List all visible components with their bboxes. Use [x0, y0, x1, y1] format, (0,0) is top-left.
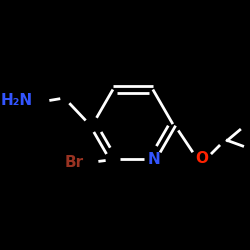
Text: H₂N: H₂N	[1, 93, 33, 108]
Text: O: O	[196, 151, 208, 166]
Text: Br: Br	[65, 155, 84, 170]
Text: N: N	[148, 152, 160, 167]
